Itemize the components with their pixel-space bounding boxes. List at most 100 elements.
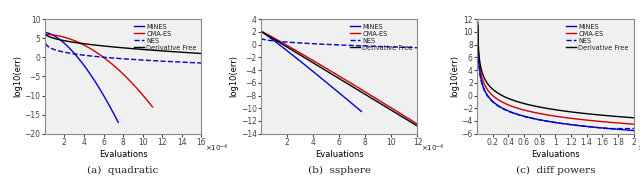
Derivative Free	[370, 99, 378, 101]
CMA-ES	[413, 123, 421, 125]
MiNES	[483, 94, 491, 96]
Derivative Free	[103, 45, 111, 48]
Derivative Free	[371, 99, 378, 101]
MiNES	[573, 124, 581, 126]
NES	[605, 127, 613, 130]
Derivative Free	[41, 31, 49, 34]
Line: NES: NES	[45, 36, 202, 63]
NES	[608, 127, 616, 130]
Text: (a)  quadratic: (a) quadratic	[88, 166, 159, 175]
CMA-ES	[76, 42, 84, 44]
Text: (c)  diff powers: (c) diff powers	[516, 166, 595, 175]
CMA-ES	[84, 46, 92, 48]
MiNES	[564, 123, 572, 125]
Y-axis label: log10(err): log10(err)	[229, 55, 238, 97]
X-axis label: Evaluations: Evaluations	[99, 150, 147, 159]
NES	[155, 60, 163, 62]
Derivative Free	[154, 49, 162, 52]
Y-axis label: log10(err): log10(err)	[450, 55, 459, 97]
NES	[474, 28, 482, 30]
CMA-ES	[109, 63, 116, 66]
Derivative Free	[592, 113, 600, 116]
Legend: MiNES, CMA-ES, NES, Derivative Free: MiNES, CMA-ES, NES, Derivative Free	[133, 22, 198, 52]
MiNES	[568, 124, 576, 126]
Derivative Free	[356, 90, 364, 92]
NES	[308, 43, 316, 45]
MiNES	[94, 85, 102, 87]
CMA-ES	[54, 35, 61, 37]
Line: MiNES: MiNES	[45, 32, 118, 122]
Derivative Free	[276, 41, 284, 44]
Derivative Free	[92, 44, 100, 46]
NES	[592, 126, 600, 129]
NES	[483, 95, 491, 97]
Derivative Free	[608, 115, 616, 117]
MiNES	[320, 79, 328, 82]
CMA-ES	[119, 73, 127, 75]
X-axis label: Evaluations: Evaluations	[531, 150, 580, 159]
MiNES	[358, 110, 365, 112]
NES	[371, 45, 378, 48]
MiNES	[330, 87, 337, 89]
Text: (b)  ssphere: (b) ssphere	[308, 166, 371, 175]
Line: Derivative Free: Derivative Free	[261, 31, 417, 126]
NES	[370, 45, 378, 47]
Line: CMA-ES: CMA-ES	[261, 31, 417, 124]
MiNES	[269, 39, 277, 41]
NES	[198, 62, 205, 64]
CMA-ES	[356, 87, 364, 89]
Derivative Free	[564, 110, 572, 113]
NES	[154, 60, 162, 62]
NES	[41, 35, 49, 37]
NES	[140, 59, 147, 61]
Derivative Free	[474, 24, 482, 27]
Derivative Free	[319, 68, 327, 70]
MiNES	[70, 52, 77, 54]
NES	[356, 45, 364, 47]
Derivative Free	[413, 125, 421, 127]
X-axis label: Evaluations: Evaluations	[315, 150, 364, 159]
CMA-ES	[148, 106, 156, 108]
CMA-ES	[276, 40, 284, 42]
MiNES	[94, 85, 102, 87]
MiNES	[41, 31, 49, 34]
Text: $\times10^{-4}$: $\times10^{-4}$	[205, 143, 228, 154]
CMA-ES	[608, 121, 616, 124]
Text: $\times10^{-4}$: $\times10^{-4}$	[420, 143, 444, 154]
NES	[564, 123, 572, 125]
Text: $\times10^{-5}$: $\times10^{-5}$	[637, 143, 640, 154]
CMA-ES	[370, 96, 378, 98]
CMA-ES	[474, 24, 482, 27]
Line: Derivative Free: Derivative Free	[478, 25, 634, 118]
MiNES	[115, 121, 122, 123]
Derivative Free	[630, 117, 637, 119]
CMA-ES	[371, 96, 378, 99]
NES	[276, 40, 284, 43]
CMA-ES	[592, 120, 600, 122]
Derivative Free	[60, 39, 67, 42]
CMA-ES	[319, 65, 327, 67]
Derivative Free	[198, 52, 205, 55]
MiNES	[630, 129, 637, 132]
Derivative Free	[483, 82, 491, 84]
NES	[568, 124, 576, 126]
MiNES	[87, 74, 95, 76]
NES	[257, 37, 265, 39]
MiNES	[50, 34, 58, 37]
CMA-ES	[41, 33, 49, 36]
Line: NES: NES	[478, 29, 634, 129]
Derivative Free	[308, 61, 316, 63]
MiNES	[474, 21, 482, 23]
Line: Derivative Free: Derivative Free	[45, 32, 202, 53]
Derivative Free	[257, 30, 265, 32]
Derivative Free	[568, 111, 576, 113]
MiNES	[290, 55, 298, 57]
NES	[573, 124, 581, 127]
MiNES	[65, 46, 72, 49]
NES	[413, 47, 421, 49]
NES	[103, 56, 111, 59]
Y-axis label: log10(err): log10(err)	[13, 55, 22, 97]
CMA-ES	[630, 123, 637, 125]
Line: MiNES: MiNES	[478, 22, 634, 130]
NES	[60, 51, 67, 53]
